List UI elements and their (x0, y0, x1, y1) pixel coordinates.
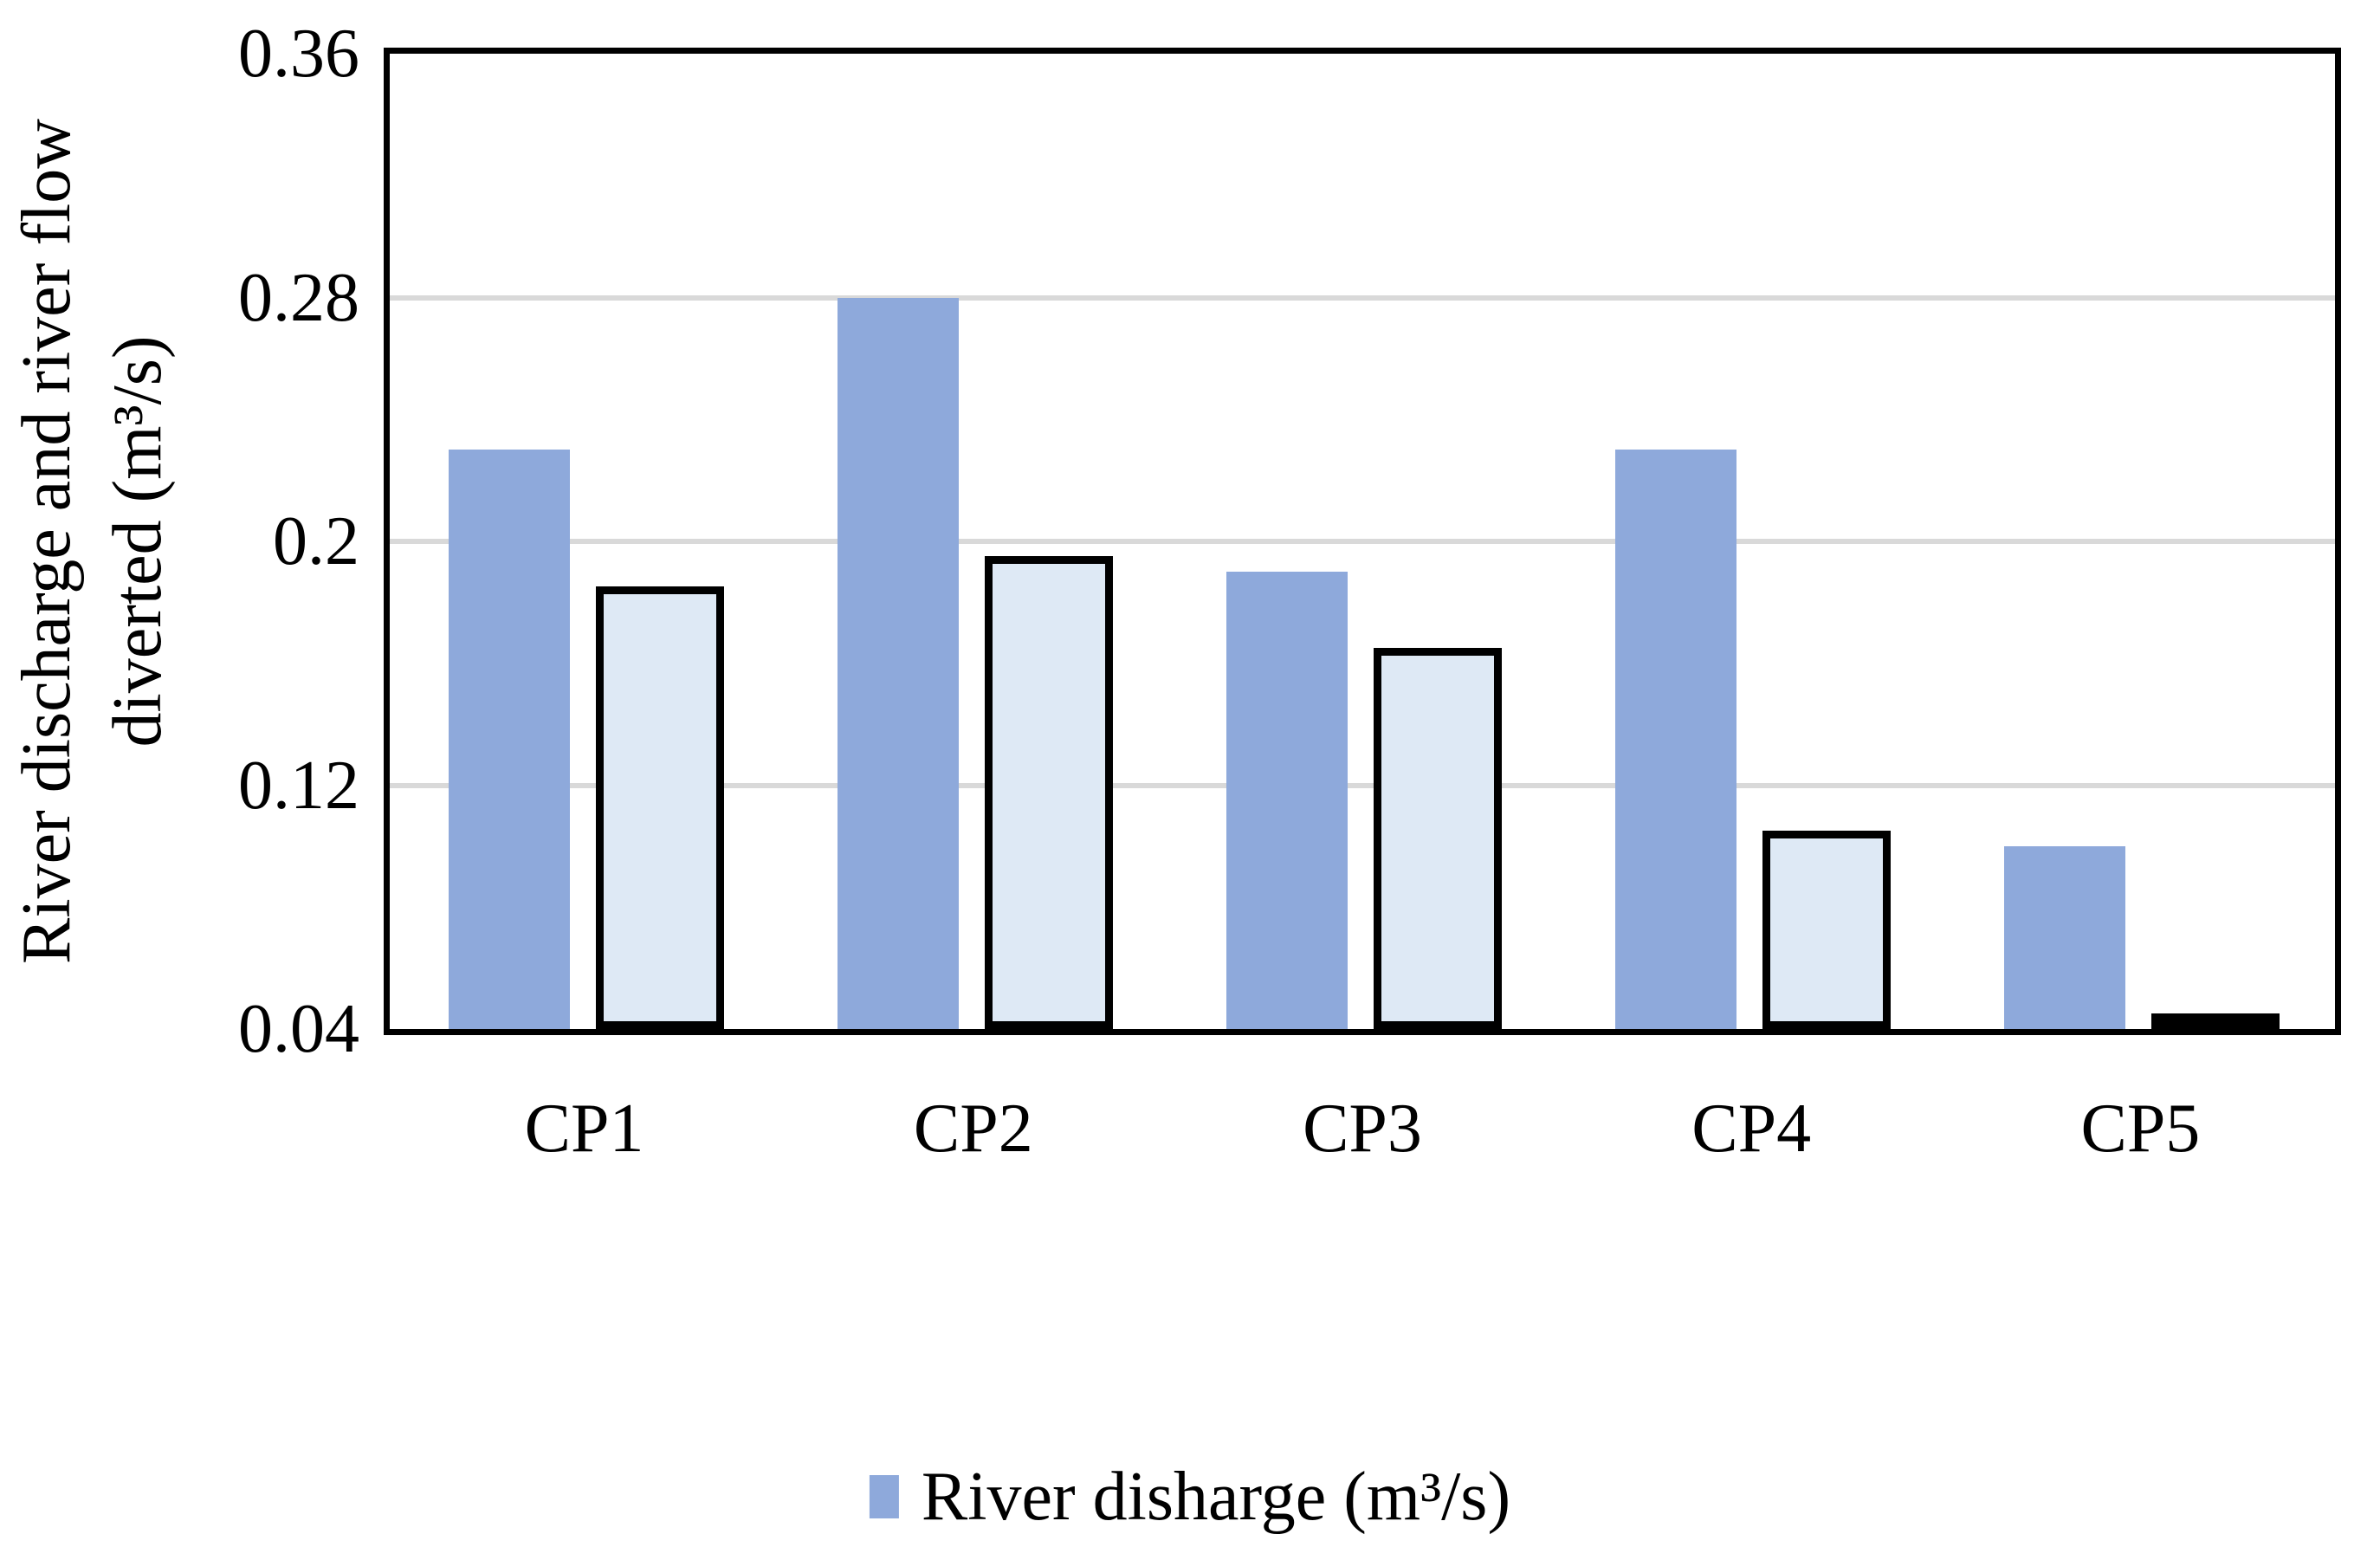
y-axis-tick-0.12: 0.12 (238, 747, 359, 824)
x-axis-label-cp1: CP1 (524, 1091, 644, 1167)
y-axis-tick-0.36: 0.36 (238, 16, 359, 92)
gridline-0.28 (390, 295, 2335, 301)
x-axis-label-cp5: CP5 (2080, 1091, 2201, 1167)
bar-river-discharge-cp1 (448, 450, 570, 1029)
bar-river-flow-diverted-cp4 (1762, 830, 1892, 1029)
bar-river-discharge-cp3 (1226, 572, 1348, 1029)
x-axis-label-cp2: CP2 (913, 1091, 1033, 1167)
bar-river-flow-diverted-cp5 (2151, 1013, 2280, 1029)
y-axis-tick-0.04: 0.04 (238, 991, 359, 1067)
y-axis-tick-0.28: 0.28 (238, 259, 359, 336)
gridline-0.12 (390, 782, 2335, 788)
legend-swatch-river-discharge (869, 1475, 899, 1518)
legend: River disharge (m³/s) (869, 1458, 1511, 1536)
gridline-0.2 (390, 539, 2335, 544)
bar-river-discharge-cp4 (1615, 450, 1737, 1029)
plot-area (384, 48, 2341, 1035)
bar-river-discharge-cp2 (837, 297, 959, 1029)
x-axis-label-cp4: CP4 (1691, 1091, 1812, 1167)
y-axis-tick-0.2: 0.2 (273, 503, 359, 579)
bar-river-flow-diverted-cp1 (595, 586, 724, 1029)
bar-river-flow-diverted-cp3 (1374, 647, 1502, 1029)
y-axis-title-line-1: River discharge and river flow (9, 119, 85, 964)
bar-river-flow-diverted-cp2 (984, 556, 1113, 1029)
legend-label-river-discharge: River disharge (m³/s) (921, 1459, 1511, 1535)
bar-river-discharge-cp5 (2004, 845, 2126, 1029)
x-axis-label-cp3: CP3 (1303, 1091, 1422, 1167)
